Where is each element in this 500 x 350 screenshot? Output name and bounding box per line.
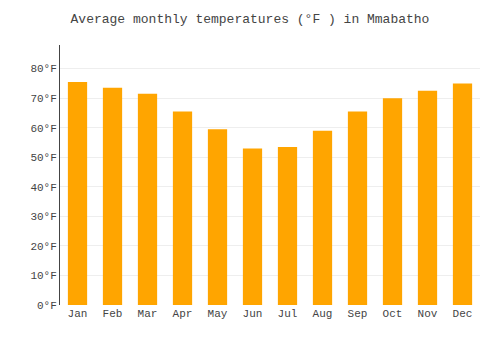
svg-text:20°F: 20°F bbox=[30, 241, 56, 253]
svg-text:10°F: 10°F bbox=[30, 270, 56, 282]
svg-text:Jan: Jan bbox=[68, 308, 88, 320]
svg-text:Aug: Aug bbox=[313, 308, 333, 320]
svg-text:Jun: Jun bbox=[243, 308, 263, 320]
svg-text:70°F: 70°F bbox=[30, 93, 56, 105]
svg-text:Nov: Nov bbox=[418, 308, 438, 320]
svg-text:Apr: Apr bbox=[173, 308, 193, 320]
svg-text:30°F: 30°F bbox=[30, 211, 56, 223]
svg-text:0°F: 0°F bbox=[37, 300, 57, 312]
svg-text:80°F: 80°F bbox=[30, 63, 56, 75]
svg-text:Sep: Sep bbox=[348, 308, 368, 320]
svg-text:Oct: Oct bbox=[383, 308, 403, 320]
svg-text:Mar: Mar bbox=[138, 308, 158, 320]
svg-text:Feb: Feb bbox=[103, 308, 123, 320]
svg-text:40°F: 40°F bbox=[30, 182, 56, 194]
svg-text:Jul: Jul bbox=[278, 308, 298, 320]
svg-text:Average monthly temperatures (: Average monthly temperatures (°F ) in Mm… bbox=[71, 12, 430, 27]
svg-text:Dec: Dec bbox=[453, 308, 473, 320]
svg-text:May: May bbox=[208, 308, 228, 320]
svg-text:50°F: 50°F bbox=[30, 152, 56, 164]
svg-text:60°F: 60°F bbox=[30, 123, 56, 135]
